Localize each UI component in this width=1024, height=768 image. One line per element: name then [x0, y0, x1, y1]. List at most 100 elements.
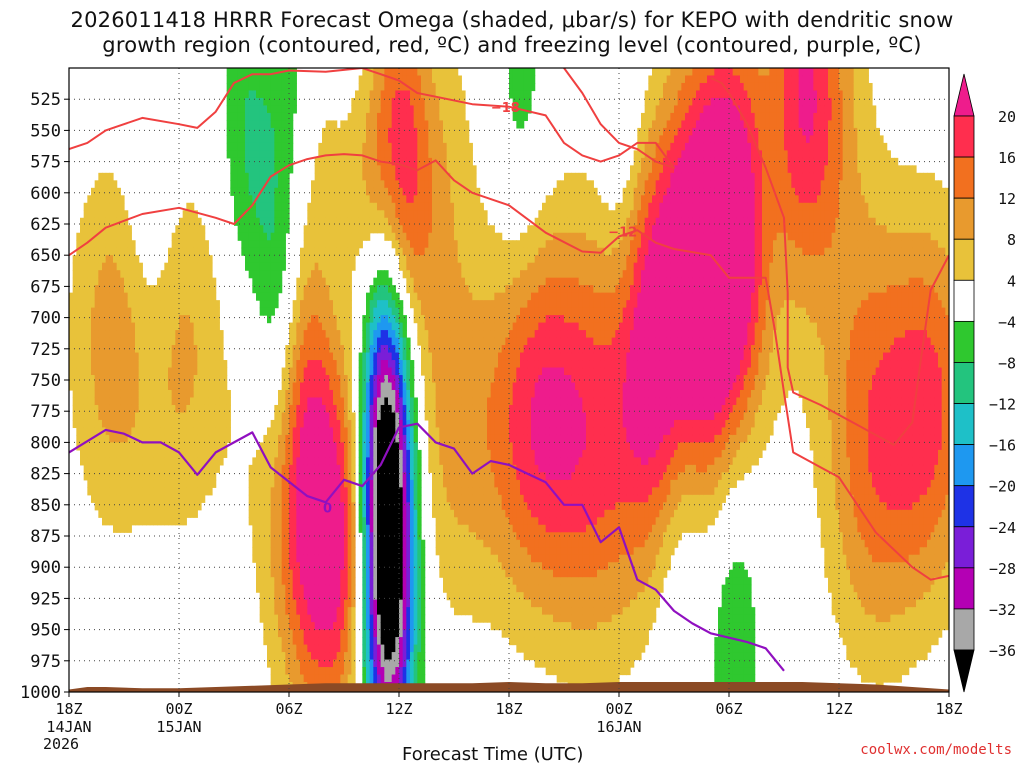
omega-cell	[102, 330, 107, 339]
omega-cell	[325, 502, 330, 511]
omega-cell	[146, 442, 151, 451]
omega-cell	[80, 337, 85, 346]
omega-cell	[303, 225, 308, 234]
omega-cell	[98, 232, 103, 241]
omega-cell	[384, 472, 389, 481]
omega-cell	[322, 412, 327, 421]
omega-cell	[256, 584, 261, 593]
omega-cell	[175, 427, 180, 436]
omega-cell	[274, 217, 279, 226]
omega-cell	[380, 464, 385, 473]
omega-cell	[355, 90, 360, 99]
omega-cell	[325, 262, 330, 271]
omega-cell	[384, 135, 389, 144]
omega-cell	[322, 517, 327, 526]
omega-cell	[399, 330, 404, 339]
omega-cell	[76, 247, 81, 256]
omega-cell	[91, 277, 96, 286]
omega-cell	[351, 97, 356, 107]
omega-cell	[127, 412, 132, 421]
omega-cell	[399, 427, 404, 436]
omega-cell	[362, 404, 367, 414]
omega-cell	[380, 494, 385, 503]
omega-cell	[131, 494, 136, 503]
omega-cell	[329, 255, 334, 264]
omega-cell	[135, 367, 140, 376]
omega-cell	[131, 240, 136, 249]
omega-cell	[146, 337, 151, 346]
omega-cell	[91, 285, 96, 294]
omega-cell	[347, 614, 352, 623]
omega-cell	[223, 382, 228, 391]
omega-cell	[270, 225, 275, 234]
omega-cell	[157, 315, 162, 324]
omega-cell	[380, 75, 385, 84]
omega-cell	[120, 345, 125, 354]
omega-cell	[270, 150, 275, 159]
omega-cell	[373, 202, 378, 211]
omega-cell	[116, 427, 121, 436]
omega-cell	[197, 247, 202, 256]
omega-cell	[318, 240, 323, 249]
omega-cell	[410, 404, 415, 414]
omega-cell	[267, 562, 272, 571]
omega-cell	[402, 427, 407, 436]
omega-cell	[347, 427, 352, 436]
omega-cell	[171, 464, 176, 473]
omega-cell	[362, 644, 367, 653]
omega-cell	[278, 502, 283, 511]
omega-cell	[395, 352, 400, 361]
omega-cell	[102, 404, 107, 414]
omega-cell	[358, 457, 363, 466]
omega-cell	[127, 225, 132, 234]
omega-cell	[417, 554, 422, 563]
omega-cell	[109, 285, 114, 294]
omega-cell	[333, 442, 338, 451]
omega-cell	[336, 322, 341, 331]
omega-cell	[98, 494, 103, 503]
omega-cell	[391, 142, 396, 151]
omega-cell	[377, 412, 382, 421]
omega-cell	[105, 262, 110, 271]
omega-cell	[171, 247, 176, 256]
omega-cell	[336, 607, 341, 616]
omega-cell	[94, 442, 99, 451]
omega-cell	[109, 225, 114, 234]
omega-cell	[314, 180, 319, 189]
omega-cell	[127, 517, 132, 526]
omega-cell	[366, 412, 371, 421]
omega-cell	[322, 502, 327, 511]
omega-cell	[406, 622, 411, 631]
omega-cell	[285, 397, 290, 406]
omega-cell	[336, 569, 341, 578]
omega-cell	[340, 569, 345, 578]
omega-cell	[171, 337, 176, 346]
omega-cell	[358, 82, 363, 92]
omega-cell	[340, 172, 345, 181]
omega-cell	[274, 210, 279, 219]
omega-cell	[142, 479, 147, 488]
omega-cell	[267, 502, 272, 511]
omega-cell	[292, 419, 297, 429]
omega-cell	[245, 75, 250, 84]
omega-cell	[138, 360, 143, 369]
omega-cell	[72, 412, 77, 421]
omega-cell	[87, 202, 92, 211]
omega-cell	[281, 150, 286, 159]
omega-cell	[391, 554, 396, 563]
omega-cell	[347, 674, 352, 683]
omega-cell	[395, 674, 400, 683]
omega-cell	[380, 637, 385, 646]
omega-cell	[278, 577, 283, 586]
omega-cell	[226, 112, 231, 122]
omega-cell	[102, 262, 107, 271]
omega-cell	[355, 157, 360, 166]
omega-cell	[300, 472, 305, 481]
omega-cell	[399, 68, 404, 77]
omega-cell	[410, 120, 415, 129]
omega-cell	[362, 75, 367, 84]
omega-cell	[318, 202, 323, 211]
omega-cell	[421, 262, 426, 271]
omega-cell	[197, 472, 202, 481]
omega-cell	[377, 479, 382, 488]
